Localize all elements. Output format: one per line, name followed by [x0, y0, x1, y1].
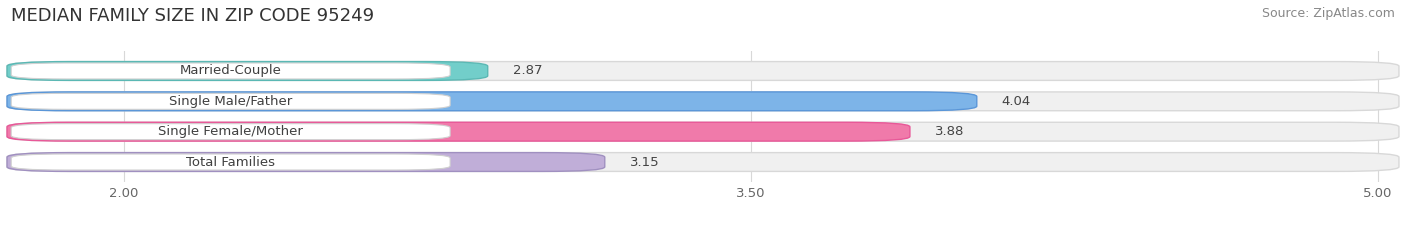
- FancyBboxPatch shape: [11, 154, 450, 170]
- Text: 4.04: 4.04: [1002, 95, 1031, 108]
- Text: Single Male/Father: Single Male/Father: [169, 95, 292, 108]
- Text: Total Families: Total Families: [186, 155, 276, 168]
- Text: Source: ZipAtlas.com: Source: ZipAtlas.com: [1261, 7, 1395, 20]
- Text: 3.15: 3.15: [630, 155, 659, 168]
- Text: 3.88: 3.88: [935, 125, 965, 138]
- FancyBboxPatch shape: [7, 62, 488, 80]
- FancyBboxPatch shape: [7, 92, 1399, 111]
- FancyBboxPatch shape: [11, 93, 450, 109]
- FancyBboxPatch shape: [7, 122, 910, 141]
- FancyBboxPatch shape: [7, 92, 977, 111]
- FancyBboxPatch shape: [7, 153, 605, 171]
- Text: Married-Couple: Married-Couple: [180, 65, 281, 78]
- Text: 2.87: 2.87: [513, 65, 543, 78]
- FancyBboxPatch shape: [7, 62, 1399, 80]
- FancyBboxPatch shape: [7, 122, 1399, 141]
- Text: Single Female/Mother: Single Female/Mother: [159, 125, 304, 138]
- FancyBboxPatch shape: [11, 124, 450, 140]
- FancyBboxPatch shape: [7, 153, 1399, 171]
- Text: MEDIAN FAMILY SIZE IN ZIP CODE 95249: MEDIAN FAMILY SIZE IN ZIP CODE 95249: [11, 7, 374, 25]
- FancyBboxPatch shape: [11, 63, 450, 79]
